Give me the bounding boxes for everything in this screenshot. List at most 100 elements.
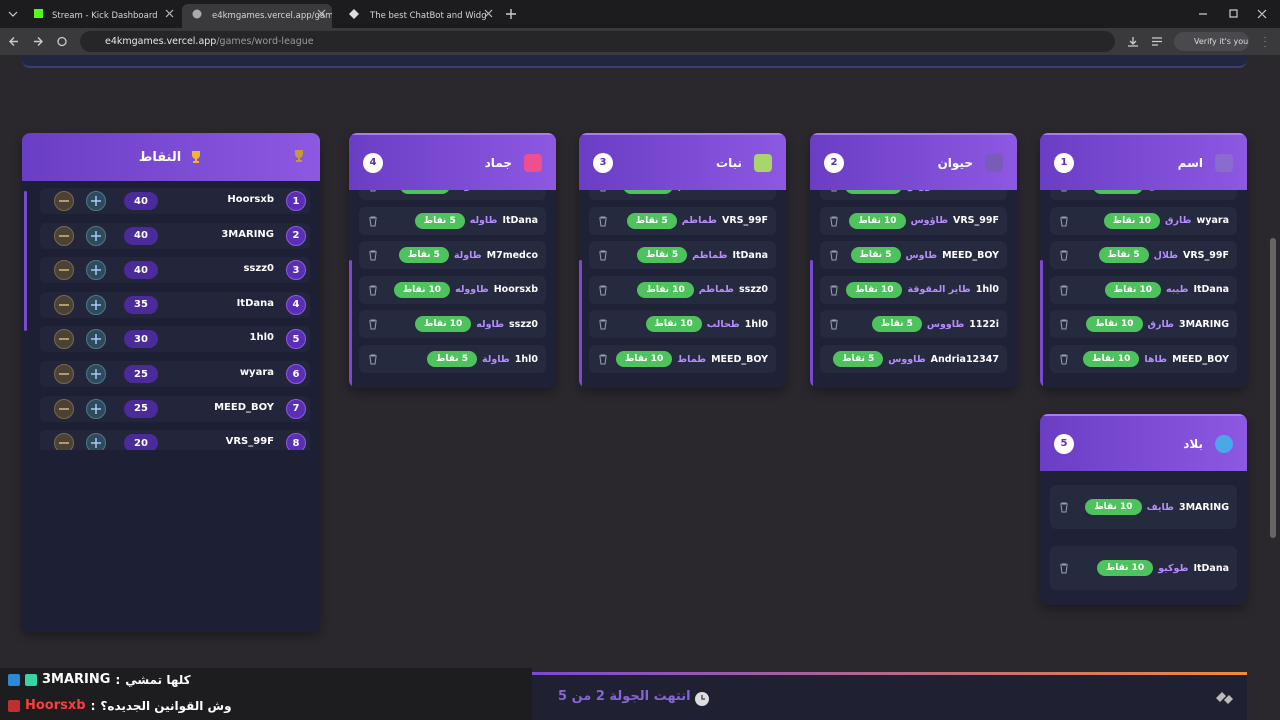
address-bar[interactable]: e4kmgames.vercel.app/games/word-league — [80, 31, 1115, 52]
card-body: M7medco طلال 5 نقاط wyara طارق 10 نقاط VRS_99F… — [1040, 190, 1247, 388]
player-name: ItDana — [502, 215, 538, 227]
player-name: VRS_99F — [225, 436, 274, 448]
delete-button[interactable] — [1058, 215, 1070, 227]
plus-button[interactable] — [86, 225, 106, 246]
points-badge: 10 نقاط — [637, 281, 694, 298]
delete-button[interactable] — [367, 249, 379, 261]
delete-button[interactable] — [1058, 353, 1070, 365]
minus-button[interactable] — [54, 191, 74, 211]
scrollbar — [810, 260, 813, 388]
tab[interactable]: The best ChatBot and Widg — [370, 11, 487, 21]
delete-button[interactable] — [828, 249, 840, 261]
plus-button[interactable] — [86, 191, 106, 211]
delete-button[interactable] — [597, 318, 609, 330]
player-name: 1hl0 — [514, 353, 538, 365]
player-name: M7medco — [1178, 190, 1229, 192]
minus-button[interactable] — [54, 260, 74, 281]
delete-button[interactable] — [1058, 190, 1070, 192]
category-icon — [754, 153, 772, 172]
answer-row: sszz0 طماطم 10 نقاط — [589, 275, 776, 304]
answer-word: طماطم — [698, 284, 735, 296]
plus-button[interactable] — [86, 433, 106, 450]
rank: 2 — [286, 225, 306, 246]
delete-button[interactable] — [1058, 249, 1070, 261]
rank: 3 — [286, 260, 306, 281]
player-name: wyara — [1196, 215, 1229, 227]
url-host: e4kmgames.vercel.app — [105, 36, 217, 47]
player-name: M7medco — [486, 249, 538, 261]
answer-row: Andria12347 طاووس 5 نقاط — [820, 345, 1007, 373]
tab[interactable]: Stream - Kick Dashboard — [52, 11, 158, 21]
delete-button[interactable] — [597, 190, 609, 192]
score: 40 — [124, 226, 158, 245]
delete-button[interactable] — [828, 318, 840, 330]
close-icons — [165, 9, 493, 18]
minus-button[interactable] — [54, 225, 74, 246]
plus-icon — [91, 369, 101, 379]
delete-button[interactable] — [597, 249, 609, 261]
points-badge: 10 نقاط — [1103, 212, 1161, 229]
delete-button[interactable] — [367, 353, 379, 365]
points-badge: 5 نقاط — [427, 351, 477, 367]
delete-button[interactable] — [1058, 318, 1070, 330]
plus-button[interactable] — [86, 329, 106, 350]
category-name: حيوان — [937, 155, 973, 170]
plus-icon — [91, 196, 101, 206]
player-name: ItDana — [732, 249, 768, 261]
answer-row: 1122i طاووس 5 نقاط — [820, 310, 1007, 339]
score: 35 — [124, 295, 158, 314]
answer-row: ItDana طماطم 5 نقاط — [589, 241, 776, 270]
card-header: اسم 1 — [1040, 133, 1247, 190]
delete-button[interactable] — [597, 215, 609, 227]
answer-row: VRS_99F طلال 5 نقاط — [1050, 241, 1237, 270]
player-name: VRS_99F — [722, 215, 768, 227]
delete-button[interactable] — [367, 284, 379, 296]
plus-button[interactable] — [86, 294, 106, 315]
chat-separator: : — [115, 672, 121, 687]
tab[interactable]: e4kmgames.vercel.app/games/ — [182, 4, 332, 28]
answer-row: 3MARING طارق 10 نقاط — [1050, 310, 1237, 339]
player-name: 1hl0 — [744, 318, 768, 330]
minus-icon — [59, 304, 69, 306]
category-name: اسم — [1177, 155, 1203, 170]
delete-button[interactable] — [1058, 501, 1070, 513]
score: 25 — [124, 399, 158, 418]
answer-word: طماطم — [678, 190, 713, 192]
delete-button[interactable] — [367, 190, 379, 192]
player-name: 3MARING — [488, 190, 538, 192]
minus-button[interactable] — [54, 294, 74, 315]
nav-buttons — [9, 37, 43, 46]
delete-button[interactable] — [1058, 284, 1070, 296]
points-badge: 10 نقاط — [1085, 499, 1142, 515]
delete-button[interactable] — [828, 190, 840, 192]
delete-button[interactable] — [1058, 562, 1070, 574]
card-header: حيوان 2 — [810, 133, 1017, 190]
leaderboard-row: 4 ItDana 35 — [40, 291, 310, 318]
minus-button[interactable] — [54, 364, 74, 384]
minus-icon — [59, 373, 69, 375]
leaderboard-row: 8 VRS_99F 20 — [40, 430, 310, 450]
answer-row: 1hl0 طاولة 5 نقاط — [359, 345, 546, 373]
category-card: نبات 3 3MARING طماطم 5 نقاط VRS_99F طماطم 5 نقا… — [579, 133, 786, 388]
delete-button[interactable] — [597, 353, 609, 365]
player-name: 1hl0 — [249, 332, 274, 344]
delete-button[interactable] — [828, 215, 840, 227]
plus-button[interactable] — [86, 260, 106, 281]
delete-button[interactable] — [367, 318, 379, 330]
plus-button[interactable] — [86, 364, 106, 384]
points-badge: 5 نقاط — [398, 247, 449, 264]
delete-button[interactable] — [367, 215, 379, 227]
player-name: VRS_99F — [1183, 249, 1229, 261]
category-number: 3 — [593, 152, 613, 173]
answer-row: ItDana طاوله 5 نقاط — [359, 206, 546, 235]
tab-icons — [8, 9, 1267, 19]
toolbar-icons — [9, 35, 1266, 49]
delete-button[interactable] — [597, 284, 609, 296]
minus-button[interactable] — [54, 329, 74, 350]
delete-button[interactable] — [828, 284, 840, 296]
answer-word: طحالب — [706, 318, 740, 330]
profile-button[interactable]: Verify it's you — [1174, 32, 1249, 51]
minus-button[interactable] — [54, 433, 74, 450]
plus-button[interactable] — [86, 398, 106, 419]
minus-button[interactable] — [54, 398, 74, 419]
